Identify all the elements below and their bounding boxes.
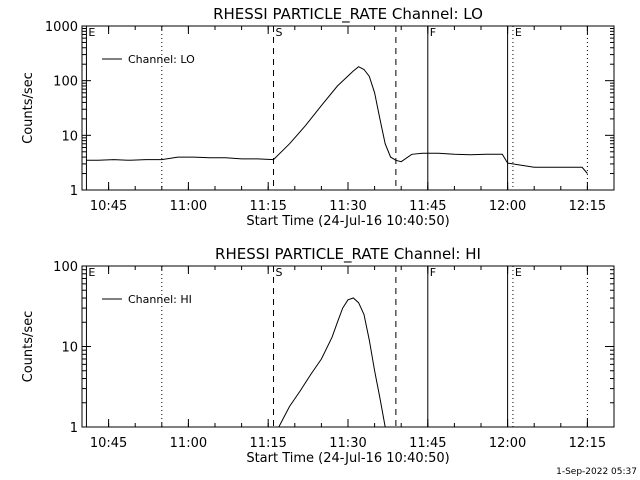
y-axis-label: Counts/sec	[21, 72, 36, 144]
y-tick-label: 1	[70, 184, 78, 199]
time-marker-label: F	[430, 26, 436, 39]
y-axis-label: Counts/sec	[21, 311, 36, 383]
chart-panel-1: RHESSI PARTICLE_RATE Channel: HI Counts/s…	[21, 245, 615, 466]
x-tick-label: 10:45	[90, 199, 127, 214]
time-marker-label: E	[88, 26, 95, 39]
x-tick-label: 11:45	[409, 199, 446, 214]
legend-label: Channel: HI	[128, 293, 192, 306]
footer-date: 1-Sep-2022 05:37	[556, 467, 637, 477]
x-tick-label: 12:00	[489, 436, 526, 451]
x-tick-label: 11:30	[329, 199, 366, 214]
time-marker-label: S	[276, 266, 283, 279]
x-tick-label: 10:45	[90, 436, 127, 451]
x-tick-label: 12:15	[569, 436, 606, 451]
chart-title: RHESSI PARTICLE_RATE Channel: HI	[215, 245, 481, 264]
series-line	[278, 297, 386, 428]
x-axis-label: Start Time (24-Jul-16 10:40:50)	[246, 451, 449, 466]
x-tick-label: 12:15	[569, 199, 606, 214]
x-tick-label: 11:30	[329, 436, 366, 451]
time-marker-label: E	[88, 266, 95, 279]
time-marker-label: S	[276, 26, 283, 39]
x-tick-label: 11:00	[170, 199, 207, 214]
y-tick-label: 100	[53, 260, 78, 275]
y-tick-label: 1	[70, 421, 78, 436]
y-tick-label: 1000	[45, 20, 78, 35]
legend-label: Channel: LO	[128, 53, 195, 66]
y-tick-label: 10	[61, 341, 78, 356]
y-tick-label: 100	[53, 75, 78, 90]
x-tick-label: 11:15	[249, 436, 286, 451]
time-marker-label: E	[515, 26, 522, 39]
chart-panel-0: RHESSI PARTICLE_RATE Channel: LO Counts/s…	[21, 5, 615, 229]
time-marker-label: E	[515, 266, 522, 279]
x-tick-label: 11:15	[249, 199, 286, 214]
series-line	[86, 66, 588, 174]
x-tick-label: 11:00	[170, 436, 207, 451]
chart-title: RHESSI PARTICLE_RATE Channel: LO	[213, 5, 483, 24]
x-axis-label: Start Time (24-Jul-16 10:40:50)	[246, 214, 449, 229]
x-tick-label: 11:45	[409, 436, 446, 451]
time-marker-label: F	[430, 266, 436, 279]
y-tick-label: 10	[61, 129, 78, 144]
x-tick-label: 12:00	[489, 199, 526, 214]
